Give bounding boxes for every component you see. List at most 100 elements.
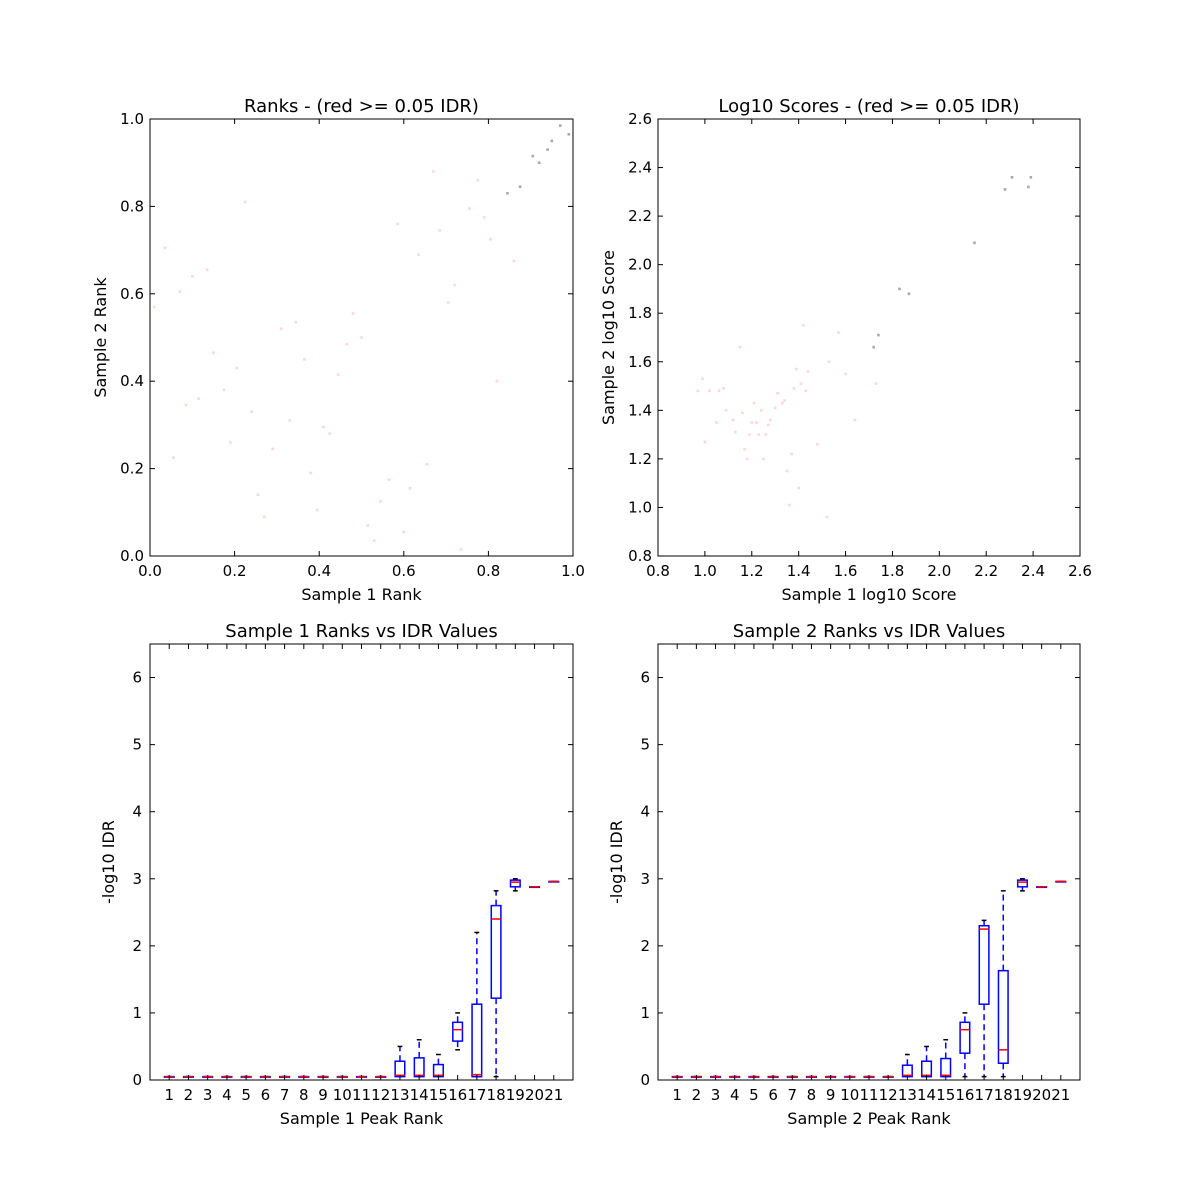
- x-tick-label: 7: [787, 1086, 797, 1104]
- scatter-point-fail: [315, 508, 319, 512]
- x-tick-label: 1.6: [834, 562, 858, 580]
- scatter-point-fail: [178, 290, 181, 293]
- scatter-point-fail: [351, 312, 355, 315]
- x-tick-label: 3: [711, 1086, 721, 1104]
- x-tick-label: 11: [352, 1086, 371, 1104]
- scatter-point-fail: [294, 320, 298, 324]
- scatter-point-fail: [804, 389, 807, 393]
- y-tick-label: 1: [132, 1004, 142, 1022]
- scatter-point-fail: [788, 503, 791, 507]
- x-tick-label: 20: [525, 1086, 544, 1104]
- x-tick-label: 12: [371, 1086, 390, 1104]
- y-tick-label: 3: [132, 870, 142, 888]
- x-tick-label: 1.2: [740, 562, 764, 580]
- scatter-point-fail: [309, 471, 312, 475]
- x-tick-label: 7: [280, 1086, 290, 1104]
- scatter-point-fail: [408, 487, 412, 490]
- box-body: [413, 1057, 425, 1078]
- scatter-point-pass: [537, 161, 541, 164]
- scatter-point-fail: [432, 170, 435, 173]
- x-tick-label: 3: [203, 1086, 213, 1104]
- x-tick-label: 14: [410, 1086, 429, 1104]
- box-16: [959, 1012, 971, 1078]
- x-tick-label: 8: [299, 1086, 309, 1104]
- x-tick-label: 1.0: [693, 562, 717, 580]
- y-tick-label: 0: [640, 1071, 650, 1089]
- scatter-point-fail: [731, 418, 735, 422]
- scatter-point-pass: [872, 345, 875, 349]
- scatter-point-pass: [567, 133, 571, 136]
- scatter-point-fail: [825, 515, 829, 519]
- y-tick-label: 2: [132, 937, 142, 955]
- chart-panel-2: 0.8 1.0 1.2 1.4 1.6 1.8 2.0 2.2 2.4 2.6 0.8 1.0 1.2 1…: [599, 96, 1092, 604]
- scatter-point-fail: [489, 237, 492, 241]
- x-tick-label: 16: [955, 1086, 974, 1104]
- scatter-point-fail: [781, 401, 784, 405]
- box-21: [1055, 880, 1067, 883]
- box-body: [997, 969, 1009, 1064]
- x-tick-label: 10: [840, 1086, 859, 1104]
- y-tick-label: 5: [132, 736, 142, 754]
- scatter-point-fail: [750, 421, 754, 424]
- box-17: [471, 931, 483, 1078]
- scatter-point-fail: [379, 500, 382, 503]
- box-14: [921, 1045, 933, 1078]
- y-tick-label: 2.2: [628, 207, 652, 225]
- scatter-point-fail: [743, 447, 746, 451]
- y-tick-label: 1: [640, 1004, 650, 1022]
- scatter-point-fail: [874, 382, 878, 385]
- scatter-point-pass: [550, 139, 554, 143]
- box-15: [940, 1039, 952, 1078]
- x-tick-label: 9: [826, 1086, 836, 1104]
- x-tick-label: 18: [994, 1086, 1013, 1104]
- scatter-point-fail: [243, 200, 247, 204]
- box-20: [1036, 886, 1048, 889]
- x-tick-label: 1: [164, 1086, 174, 1104]
- x-tick-label: 5: [241, 1086, 251, 1104]
- x-tick-label: 2: [184, 1086, 194, 1104]
- scatter-point-fail: [795, 367, 798, 371]
- box-13: [901, 1053, 913, 1078]
- x-tick-label: 11: [859, 1086, 878, 1104]
- scatter-point-fail: [717, 389, 721, 393]
- axes-frame: [657, 118, 1081, 557]
- scatter-point-fail: [769, 418, 772, 422]
- scatter-point-fail: [387, 478, 391, 481]
- scatter-point-fail: [799, 382, 803, 385]
- x-tick-label: 5: [749, 1086, 759, 1104]
- scatter-point-fail: [152, 305, 156, 309]
- scatter-point-fail: [366, 524, 370, 527]
- scatter-point-fail: [303, 358, 306, 361]
- scatter-point-fail: [766, 423, 770, 427]
- scatter-point-fail: [512, 259, 516, 263]
- scatter-point-fail: [748, 433, 751, 436]
- scatter-point-fail: [738, 345, 742, 349]
- scatter-point-fail: [262, 515, 266, 518]
- x-tick-label: 17: [467, 1086, 486, 1104]
- scatter-point-fail: [792, 387, 796, 390]
- scatter-point-fail: [402, 530, 406, 534]
- box-body: [394, 1060, 406, 1078]
- box-13: [394, 1045, 406, 1078]
- x-axis-label: Sample 1 Peak Rank: [280, 1109, 444, 1128]
- y-tick-label: 1.0: [628, 498, 652, 516]
- axes-frame: [149, 118, 574, 557]
- box-15: [432, 1053, 444, 1078]
- box-20: [528, 886, 541, 889]
- scatter-point-fail: [235, 366, 238, 370]
- scatter-point-fail: [759, 409, 763, 412]
- x-axis-label: Sample 1 Rank: [301, 585, 422, 604]
- box-body: [471, 1003, 483, 1078]
- scatter-point-pass: [877, 333, 880, 337]
- x-tick-label: 0.4: [307, 562, 331, 580]
- scatter-point-fail: [762, 457, 765, 461]
- scatter-point-fail: [745, 457, 749, 461]
- scatter-point-pass: [1029, 176, 1033, 179]
- x-tick-label: 1.0: [561, 562, 585, 580]
- scatter-point-fail: [708, 389, 711, 393]
- x-tick-label: 1.8: [881, 562, 905, 580]
- scatter-point-fail: [396, 222, 399, 226]
- y-tick-label: 2: [640, 937, 650, 955]
- scatter-point-fail: [802, 324, 805, 327]
- x-tick-label: 13: [390, 1086, 409, 1104]
